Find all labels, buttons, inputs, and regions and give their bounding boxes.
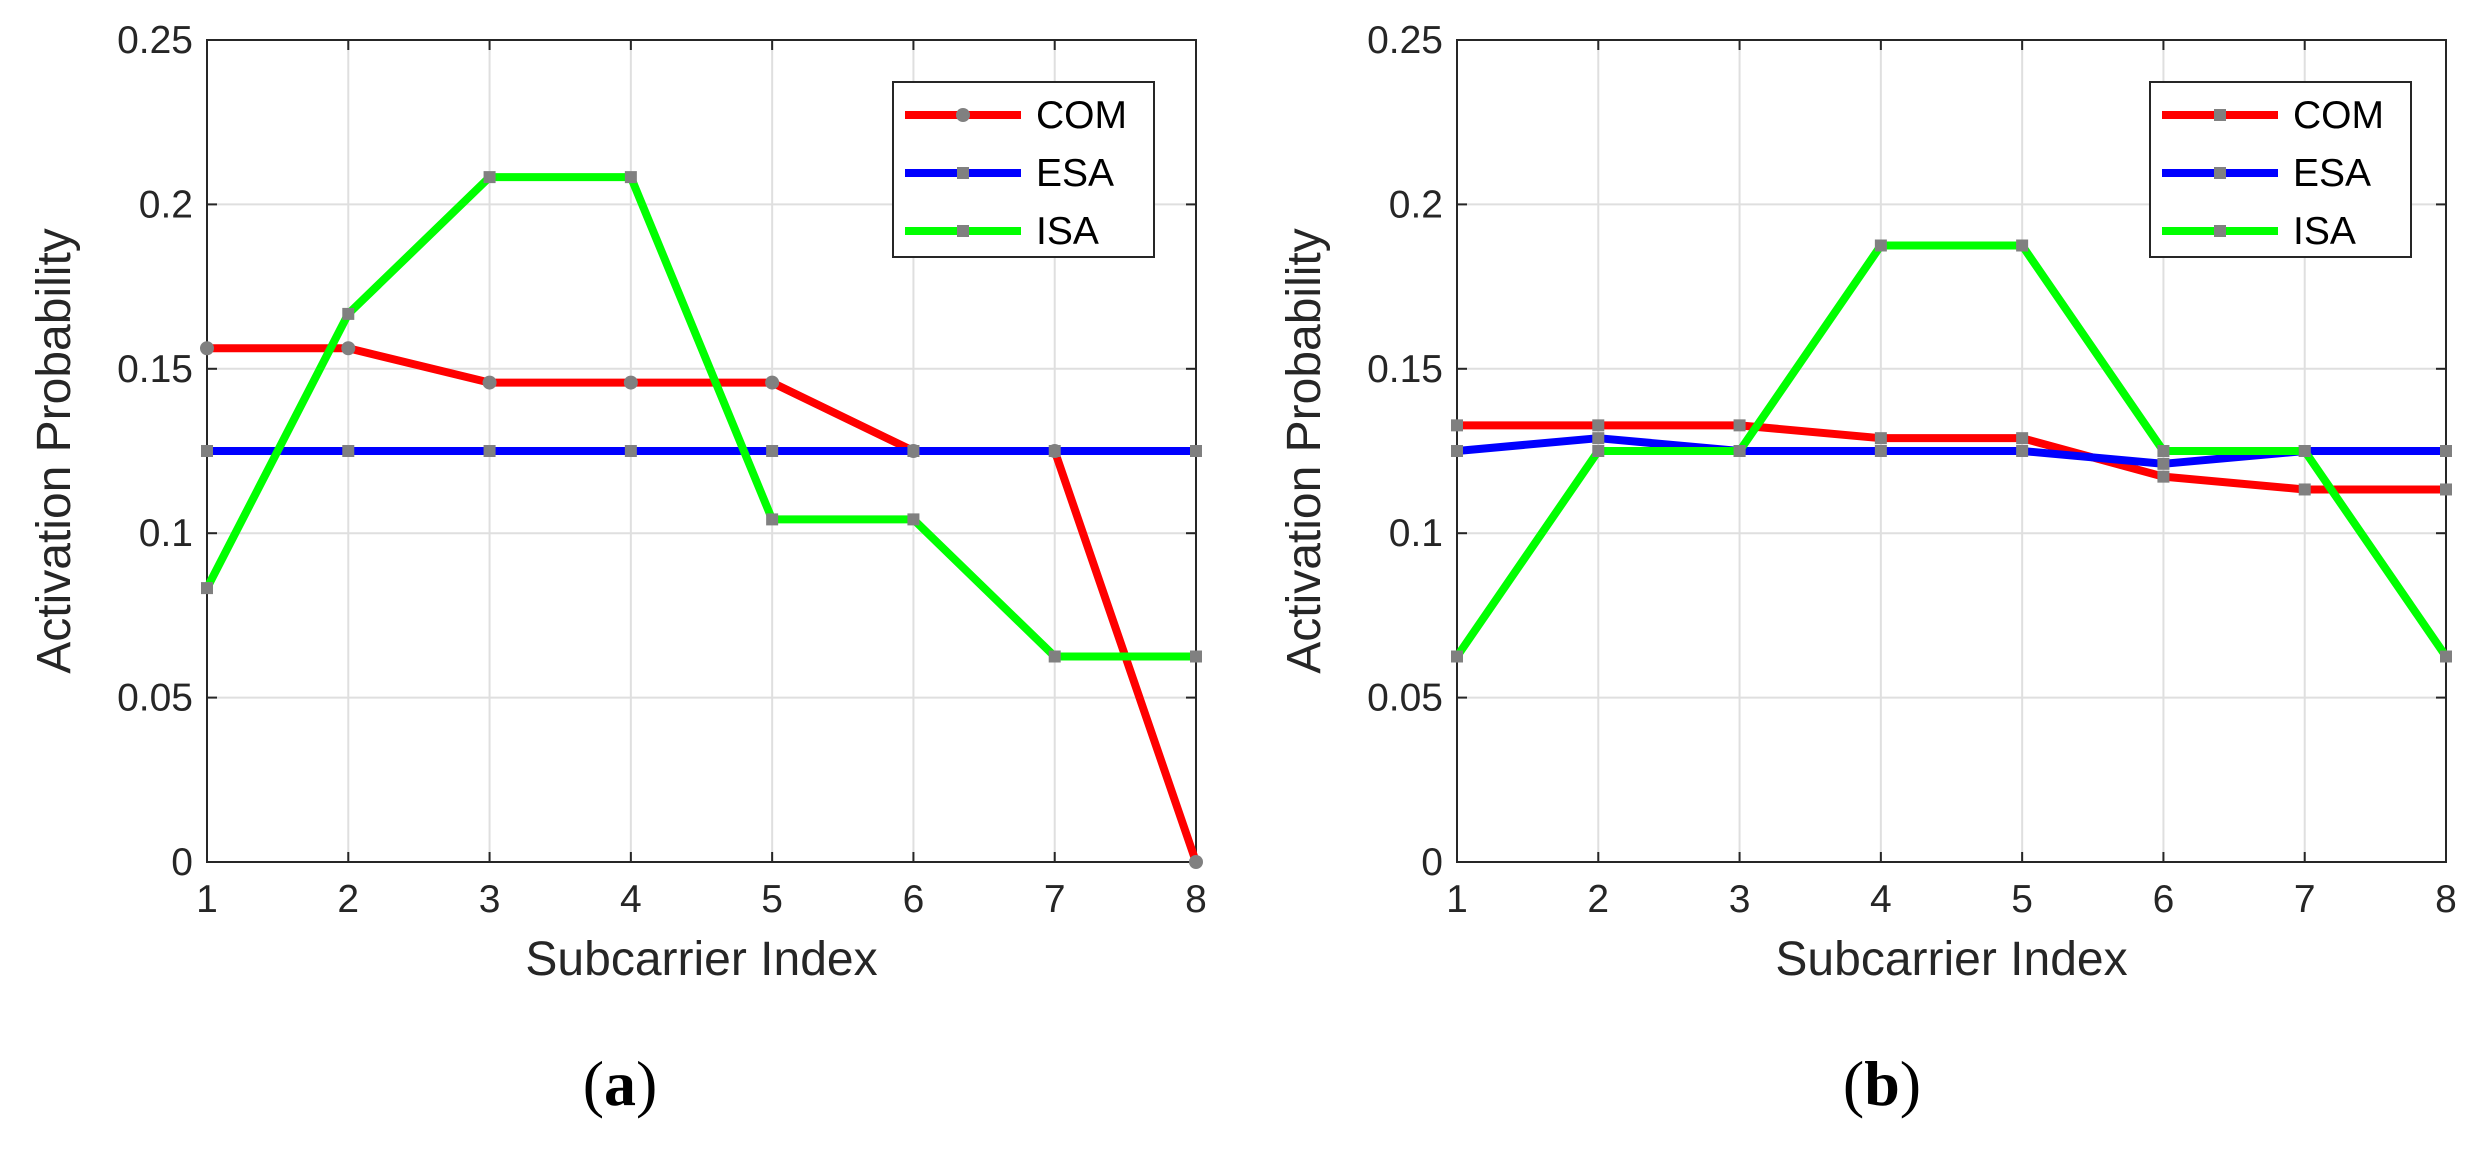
legend-marker-com — [956, 108, 970, 122]
y-tick-label: 0.25 — [117, 19, 193, 62]
data-point-isa — [342, 307, 355, 320]
y-axis-label: Activation Probability — [28, 228, 81, 674]
x-tick-label: 4 — [1870, 878, 1892, 921]
data-point-isa — [2016, 239, 2029, 252]
data-point-com — [341, 341, 356, 356]
data-point-esa — [624, 445, 637, 457]
legend: COM ESA ISA — [2149, 81, 2412, 258]
data-point-com — [623, 375, 638, 390]
data-point-esa — [766, 445, 779, 457]
legend-label-com: COM — [2293, 94, 2384, 137]
data-point-com — [1874, 432, 1887, 445]
x-tick-label: 1 — [1446, 878, 1468, 921]
data-point-com — [482, 375, 497, 390]
x-tick-label: 5 — [2011, 878, 2033, 921]
legend-label-isa: ISA — [1036, 210, 1099, 253]
y-tick-label: 0 — [171, 841, 193, 884]
data-point-esa — [1190, 445, 1202, 457]
x-axis-label: Subcarrier Index — [525, 933, 877, 986]
y-tick-label: 0.25 — [1367, 19, 1443, 62]
x-tick-label: 8 — [2435, 878, 2457, 921]
data-point-isa — [201, 582, 213, 595]
data-point-esa — [2016, 445, 2029, 457]
legend-marker-isa — [2214, 225, 2226, 237]
y-tick-label: 0.15 — [1367, 348, 1443, 391]
x-tick-label: 8 — [1185, 878, 1207, 921]
data-point-esa — [2440, 445, 2452, 457]
data-point-isa — [2157, 445, 2170, 457]
data-point-esa — [483, 445, 496, 457]
data-point-isa — [1190, 650, 1202, 663]
y-tick-label: 0.05 — [117, 677, 193, 720]
data-point-isa — [1451, 650, 1463, 663]
data-point-esa — [1592, 432, 1605, 445]
y-tick-label: 0 — [1421, 841, 1443, 884]
data-point-esa — [1874, 445, 1887, 457]
x-tick-label: 6 — [903, 878, 925, 921]
series-line-com — [1457, 421, 2446, 494]
panel-caption: (a) — [583, 1048, 658, 1119]
series-line-isa — [1453, 241, 2450, 659]
legend: COM ESA ISA — [892, 81, 1155, 258]
data-point-com — [2016, 432, 2029, 445]
data-point-com — [2298, 483, 2311, 496]
data-point-isa — [2298, 445, 2311, 457]
legend-label-com: COM — [1036, 94, 1127, 137]
chart-panel-a: 1 2 3 4 5 6 7 8 0 0.05 0.1 0.15 0.2 0.25 Subcarrier In… — [28, 19, 1207, 1119]
y-tick-label: 0.1 — [139, 512, 193, 555]
data-point-com — [1189, 855, 1203, 869]
x-tick-label: 3 — [1729, 878, 1751, 921]
data-point-isa — [624, 171, 637, 184]
data-point-com — [765, 375, 780, 390]
data-point-isa — [1592, 445, 1605, 457]
legend-label-isa: ISA — [2293, 210, 2356, 253]
series-line-isa — [203, 173, 1196, 661]
x-tick-label: 6 — [2153, 878, 2175, 921]
x-axis-label: Subcarrier Index — [1775, 933, 2127, 986]
y-tick-label: 0.2 — [1389, 183, 1443, 226]
x-tick-label: 7 — [2294, 878, 2316, 921]
data-point-esa — [1048, 445, 1061, 457]
x-tick-label: 3 — [479, 878, 501, 921]
legend-marker-esa — [2214, 167, 2226, 179]
data-point-com — [200, 341, 214, 356]
y-tick-label: 0.2 — [139, 183, 193, 226]
x-tick-label: 2 — [337, 878, 359, 921]
data-point-com — [1592, 419, 1605, 432]
x-tick-label: 2 — [1587, 878, 1609, 921]
data-point-com — [2157, 470, 2170, 483]
y-axis-label: Activation Probability — [1278, 228, 1331, 674]
legend-label-esa: ESA — [2293, 152, 2371, 195]
data-point-com — [1733, 419, 1746, 432]
legend-marker-isa — [957, 225, 969, 237]
data-point-isa — [1048, 650, 1061, 663]
legend-marker-com — [2214, 109, 2226, 121]
data-point-com — [1451, 419, 1463, 432]
data-point-esa — [2157, 457, 2170, 470]
x-tick-label: 5 — [761, 878, 783, 921]
legend-label-esa: ESA — [1036, 152, 1114, 195]
data-point-isa — [1733, 445, 1746, 457]
x-tick-label: 4 — [620, 878, 642, 921]
data-point-esa — [907, 445, 920, 457]
data-point-isa — [907, 513, 920, 526]
panel-caption: (b) — [1843, 1048, 1921, 1119]
data-point-esa — [201, 445, 213, 457]
y-tick-label: 0.05 — [1367, 677, 1443, 720]
x-tick-label: 7 — [1044, 878, 1066, 921]
x-tick-label: 1 — [196, 878, 218, 921]
y-tick-label: 0.1 — [1389, 512, 1443, 555]
y-tick-label: 0.15 — [117, 348, 193, 391]
data-point-esa — [342, 445, 355, 457]
data-point-esa — [1451, 445, 1463, 457]
data-point-isa — [766, 513, 779, 526]
data-point-com — [2440, 483, 2452, 496]
data-point-isa — [1874, 239, 1887, 252]
data-point-isa — [2440, 650, 2452, 663]
legend-marker-esa — [957, 167, 969, 179]
data-point-isa — [483, 171, 496, 184]
chart-panel-b: 1 2 3 4 5 6 7 8 0 0.05 0.1 0.15 0.2 0.25 Subcarrier In… — [1278, 19, 2457, 1119]
